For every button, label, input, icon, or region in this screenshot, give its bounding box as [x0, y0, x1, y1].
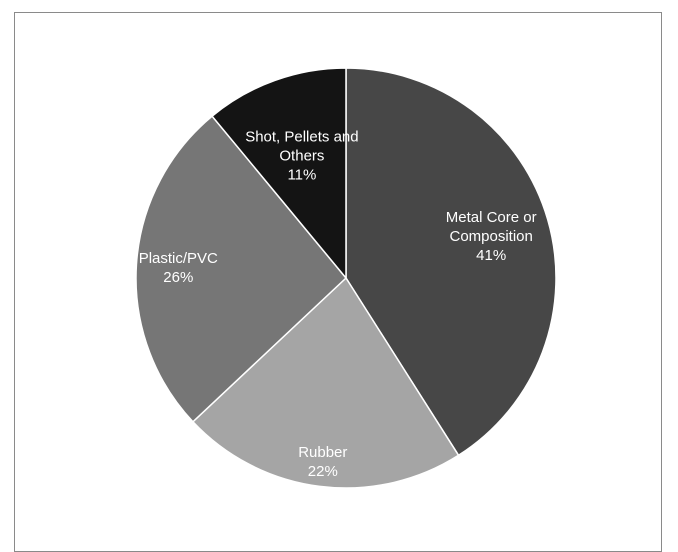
pie-category-label: Rubber: [298, 444, 347, 461]
pie-value-label: 11%: [287, 167, 316, 184]
pie-value-label: 26%: [163, 269, 193, 286]
pie-label-rubber: Rubber 22%: [298, 444, 347, 480]
pie-category-label: Composition: [450, 228, 533, 245]
pie-category-label: Shot, Pellets and: [245, 129, 358, 146]
pie-labels: Metal Core or Composition 41% Rubber 22% Plas…: [139, 129, 537, 480]
pie-slice-metal-core-or-composition: [345, 67, 557, 457]
pie-category-label: Plastic/PVC: [139, 250, 218, 267]
pie-slice-plastic-pvc: [135, 115, 348, 423]
pie-chart: Metal Core or Composition 41% Rubber 22% Plas…: [135, 67, 557, 489]
pie-slice-rubber: [191, 276, 460, 489]
pie-value-label: 41%: [476, 247, 506, 264]
pie-category-label: Metal Core or: [446, 209, 537, 226]
pie-label-shot-pellets-and-others: Shot, Pellets and Others 11%: [245, 129, 358, 184]
pie-category-label: Others: [279, 148, 324, 165]
pie-value-label: 22%: [308, 463, 338, 480]
pie-label-metal-core-or-composition: Metal Core or Composition 41%: [446, 209, 537, 264]
pie-slices: [135, 67, 557, 489]
pie-label-plastic-pvc: Plastic/PVC 26%: [139, 250, 218, 286]
pie-slice-shot-pellets-and-others: [211, 67, 347, 281]
